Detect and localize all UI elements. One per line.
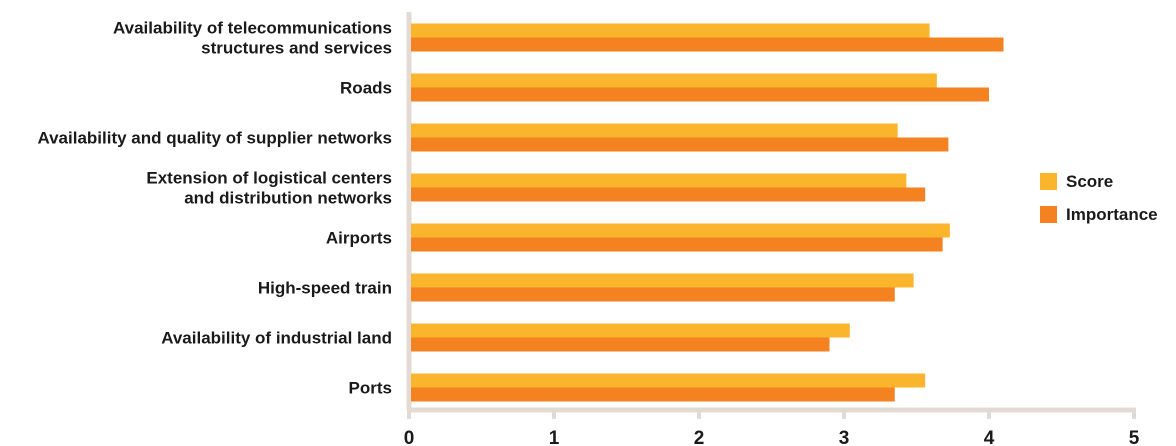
category-label-line: and distribution networks — [184, 189, 392, 208]
x-tick-label: 5 — [1129, 428, 1140, 446]
x-tick-label: 0 — [404, 428, 415, 446]
category-label: Availability of industrial land — [161, 329, 392, 348]
bar-importance — [411, 387, 895, 402]
bar-score — [411, 273, 914, 288]
bar-score — [411, 223, 950, 238]
category-label-line: Availability and quality of supplier net… — [37, 129, 392, 148]
category-label: Availability of telecommunications struct… — [113, 19, 392, 58]
x-tick-label: 3 — [839, 428, 850, 446]
category-label-line: Availability of telecommunications — [113, 19, 392, 38]
category-label: Airports — [326, 229, 392, 248]
category-label-line: High-speed train — [258, 279, 392, 298]
legend-swatch-score — [1040, 173, 1057, 190]
bar-score — [411, 23, 930, 38]
bar-score — [411, 323, 850, 338]
category-label-line: structures and services — [201, 39, 392, 58]
bar-importance — [411, 87, 989, 102]
axis-layer — [406, 12, 1136, 419]
category-label-line: Extension of logistical centers — [146, 169, 392, 188]
category-label-line: Airports — [326, 229, 392, 248]
legend-swatch-importance — [1040, 206, 1057, 223]
legend: Score Importance — [1040, 172, 1158, 224]
category-label: Extension of logistical centers and distr… — [146, 169, 392, 208]
category-label: Ports — [349, 379, 392, 398]
bar-importance — [411, 337, 830, 352]
category-label: Roads — [340, 79, 392, 98]
category-label-line: Roads — [340, 79, 392, 98]
bars-layer — [411, 23, 1004, 402]
x-tick-label: 4 — [984, 428, 995, 446]
category-label-line: Availability of industrial land — [161, 329, 392, 348]
legend-label-score: Score — [1066, 172, 1113, 191]
category-labels: Availability of telecommunications struct… — [37, 19, 392, 398]
category-label-line: Ports — [349, 379, 392, 398]
bar-importance — [411, 187, 926, 202]
bar-importance — [411, 137, 949, 152]
bar-importance — [411, 237, 943, 252]
bar-score — [411, 123, 898, 138]
x-tick-label: 2 — [694, 428, 705, 446]
bar-score — [411, 73, 937, 88]
x-tick-label: 1 — [549, 428, 560, 446]
category-label: Availability and quality of supplier net… — [37, 129, 392, 148]
bar-score — [411, 373, 926, 388]
bar-score — [411, 173, 907, 188]
bar-importance — [411, 287, 895, 302]
bar-importance — [411, 37, 1004, 52]
legend-label-importance: Importance — [1066, 205, 1158, 224]
category-label: High-speed train — [258, 279, 392, 298]
x-tick-labels: 0 1 2 3 4 5 — [404, 428, 1140, 446]
